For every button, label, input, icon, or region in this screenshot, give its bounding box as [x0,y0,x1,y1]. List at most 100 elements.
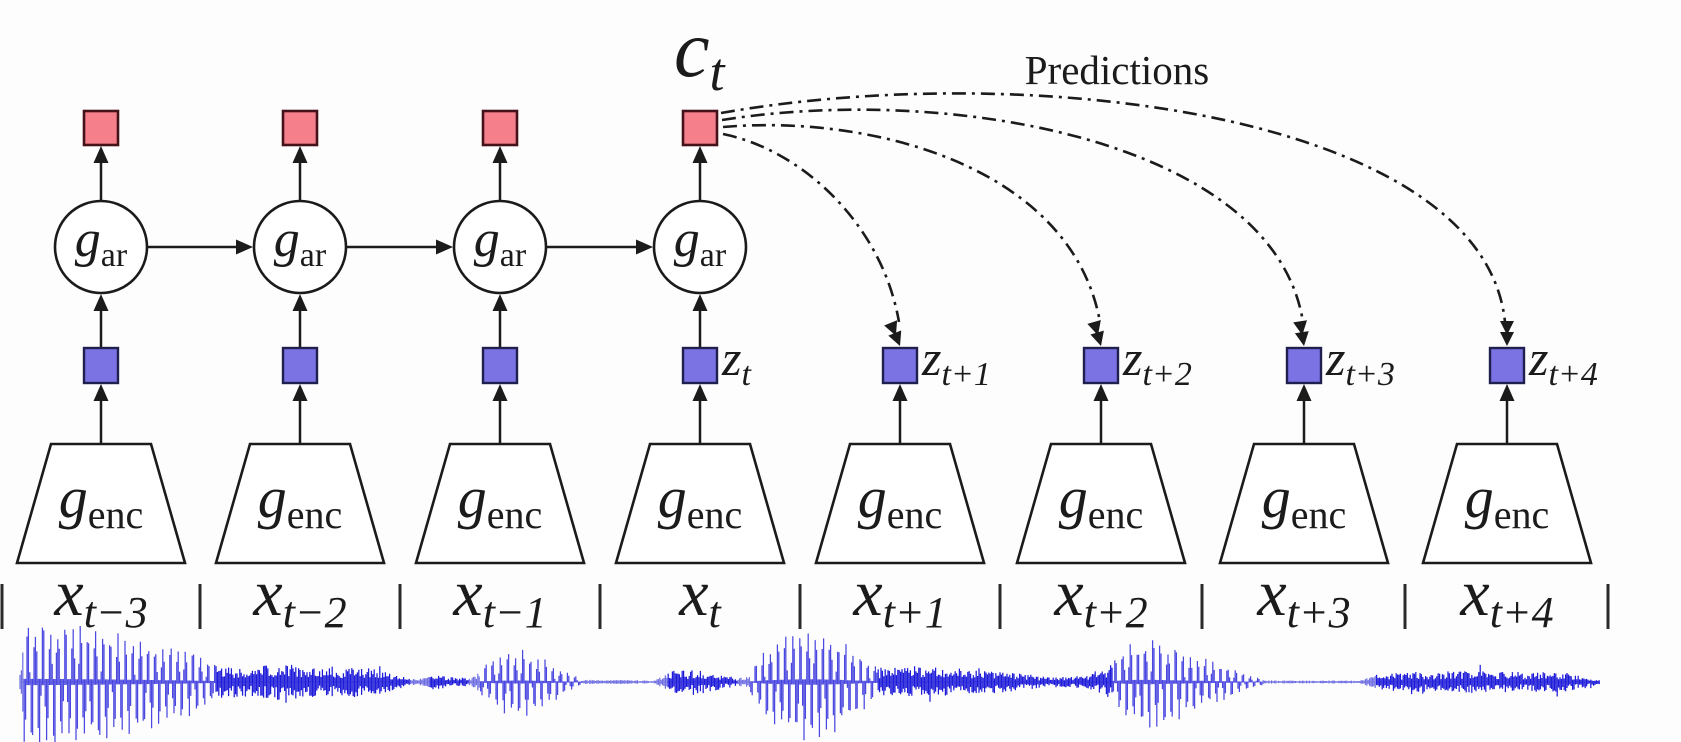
waveform-quiet [19,652,1376,712]
label-z-col8-sub: t+4 [1548,356,1597,393]
label-g-ar-col2-sub: ar [300,237,327,274]
label-x-col6-sub: t+2 [1084,588,1148,637]
label-z-col7: zt+3 [1325,330,1395,393]
waveform-layer [19,626,1600,742]
label-g-enc-col6-sub: enc [1088,492,1144,537]
label-z-col5: zt+1 [921,330,991,393]
label-g-enc-col7-sub: enc [1291,492,1347,537]
label-x-col2-main: x [252,557,282,630]
arrow-enc-to-z-col8-head [1499,384,1515,401]
prediction-arrowhead-2 [1087,320,1104,346]
labels-layer: Predictions gencgarxt−3gencgarxt−2gencga… [53,6,1597,637]
label-g-enc-col1-sub: enc [88,492,144,537]
label-x-col8-sub: t+4 [1490,588,1554,637]
label-g-enc-col2-sub: enc [287,492,343,537]
latent-square-col2 [281,346,319,385]
context-square-col3 [481,109,519,147]
label-x-col4-main: x [678,557,708,630]
encoder-trapezoid-col4 [614,442,786,565]
prediction-arrowhead-4-head2 [1500,321,1514,335]
arrow-z-to-ar-col1-head [93,294,109,311]
label-x-col5-main: x [852,557,882,630]
label-z-col5-main: z [921,330,941,386]
label-c-t: ct [674,6,727,102]
label-c-t-main: c [674,6,710,94]
label-z-col6-sub: t+2 [1142,356,1191,393]
encoder-trapezoid-col1 [15,442,187,565]
arrow-ar-to-c-col3-head [492,146,508,163]
arrow-ar-to-ar-1-head [236,239,253,255]
label-x-col4: xt [678,557,722,637]
arrow-ar-to-ar-2-head [436,239,453,255]
label-x-col3-main: x [452,557,482,630]
label-x-col7-main: x [1256,557,1286,630]
label-g-enc-col3-main: g [458,465,487,530]
label-x-col5: xt+1 [852,557,946,637]
prediction-arrowhead-3 [1293,320,1309,346]
prediction-arrowhead-1 [884,320,902,346]
label-g-enc-col8: genc [1465,465,1550,537]
label-x-col1-sub: t−3 [84,588,148,637]
context-square-col4 [681,109,719,147]
label-predictions: Predictions [1025,47,1209,93]
latent-square-col1 [82,346,120,385]
prediction-arrowhead-2-head2 [1087,320,1101,336]
encoder-trapezoid-col6 [1015,442,1187,565]
prediction-curve-4 [720,92,1507,323]
arrow-z-to-ar-col2-head [292,294,308,311]
prediction-curve-1 [722,132,901,323]
label-g-enc-col3: genc [458,465,543,537]
label-g-ar-col3-main: g [474,211,500,268]
encoder-trapezoid-col7 [1218,442,1390,565]
label-g-enc-col2: genc [258,465,343,537]
label-g-enc-col3-sub: enc [487,492,543,537]
label-x-col3: xt−1 [452,557,546,637]
arrow-enc-to-z-col4-head [692,384,708,401]
arrow-ar-to-ar-3-head [636,239,653,255]
latent-square-col5 [881,346,919,385]
label-g-ar-col1-sub: ar [101,237,128,274]
latent-square-col4 [681,346,719,385]
label-g-enc-col7: genc [1262,465,1347,537]
label-x-col1: xt−3 [53,557,147,637]
arrow-z-to-ar-col3-head [492,294,508,311]
prediction-arrowhead-1-head1 [888,330,902,346]
latent-square-col7 [1285,346,1323,385]
waveform-voiced [23,626,1263,742]
label-g-enc-col2-main: g [258,465,287,530]
label-z-col6-main: z [1122,330,1142,386]
arrow-ar-to-c-col2-head [292,146,308,163]
ar-circle-col2 [252,199,348,295]
label-g-ar-col3-sub: ar [500,237,527,274]
ar-circle-col4 [652,199,748,295]
arrow-enc-to-z-col1-head [93,384,109,401]
label-c-t-sub: t [710,42,727,102]
label-g-enc-col4: genc [658,465,743,537]
label-x-col8: xt+4 [1459,557,1553,637]
prediction-arrowhead-1-head2 [884,320,898,336]
waveform-noise [215,664,1600,703]
arrow-enc-to-z-col6-head [1093,384,1109,401]
label-g-enc-col5-sub: enc [887,492,943,537]
label-x-col4-sub: t [709,588,723,637]
label-g-enc-col6: genc [1059,465,1144,537]
encoder-trapezoid-col5 [814,442,986,565]
label-g-ar-col4: gar [674,211,727,274]
label-z-col4-sub: t [741,356,752,393]
label-z-col8-main: z [1528,330,1548,386]
label-x-col7-sub: t+3 [1287,588,1351,637]
prediction-arrowhead-4-head1 [1500,332,1514,346]
label-g-ar-col2: gar [274,211,327,274]
label-z-col4-main: z [721,330,741,386]
prediction-arrowhead-3-head2 [1293,320,1308,336]
label-g-enc-col8-sub: enc [1494,492,1550,537]
label-g-enc-col6-main: g [1059,465,1088,530]
arrow-enc-to-z-col7-head [1296,384,1312,401]
label-x-col3-sub: t−1 [483,588,547,637]
prediction-arrowhead-4 [1500,321,1514,346]
label-g-ar-col3: gar [474,211,527,274]
label-g-enc-col5: genc [858,465,943,537]
label-g-enc-col5-main: g [858,465,887,530]
label-x-col1-main: x [53,557,83,630]
